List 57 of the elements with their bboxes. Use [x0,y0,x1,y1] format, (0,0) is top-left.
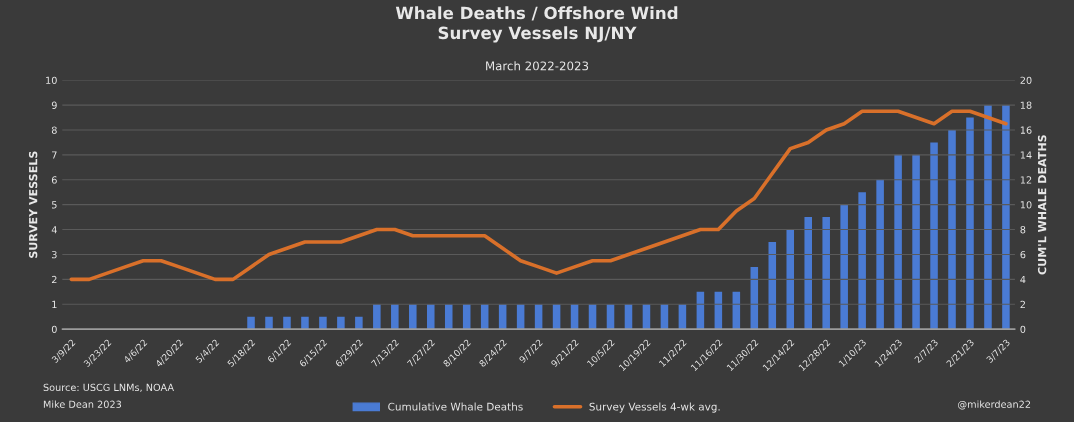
bar [876,179,884,330]
bar [444,304,453,330]
bar [355,316,363,330]
bar [786,229,795,330]
y-axis-title: SURVEY VESSELS [28,151,38,258]
y2-tick-label: 16 [1020,126,1032,134]
y-tick-label: 9 [51,101,57,109]
y-tick-label: 0 [51,325,57,333]
bar [301,316,309,330]
bar [804,217,812,330]
bar [840,204,848,330]
bar [1002,105,1010,330]
y2-tick-label: 4 [1020,275,1026,284]
chart-subtitle: March 2022-2023 [486,61,589,71]
y2-tick-label: 18 [1020,101,1032,109]
bar [265,316,273,330]
source-note: Source: USCG LNMs, NOAA [43,383,174,393]
y-tick-label: 10 [46,76,57,85]
y2-tick-label: 10 [1020,201,1032,209]
bar [858,192,866,330]
bar [373,304,381,330]
bar [337,316,345,330]
y2-tick-label: 14 [1020,151,1032,159]
y-tick-label: 2 [51,275,57,284]
y2-tick-label: 2 [1020,300,1025,308]
y2-tick-label: 6 [1020,250,1026,259]
y2-tick-label: 8 [1020,226,1026,234]
y-tick-label: 1 [52,300,57,308]
y-tick-label: 4 [51,226,57,234]
y-tick-label: 3 [51,250,57,259]
bar [283,316,291,330]
bar [930,142,938,330]
bar [912,154,920,330]
y2-axis-title: CUM'L WHALE DEATHS [1037,135,1047,275]
line-series [69,109,1008,282]
text: Mike Dean 2023 [43,400,122,408]
y-tick-label: 7 [52,151,57,159]
bar [984,105,992,330]
bar [426,304,435,330]
y-tick-label: 5 [52,201,57,209]
legend-label: Cumulative Whale Deaths [388,402,523,411]
bar [894,154,902,330]
y-tick-label: 6 [51,176,57,184]
bar [391,304,399,330]
bar [319,316,327,330]
legend-label: Survey Vessels 4-wk avg. [589,402,720,413]
y-tick-label: 8 [51,126,57,134]
bar [948,129,956,330]
y2-tick-label: 20 [1020,76,1032,85]
y2-tick-label: 12 [1020,176,1032,184]
bar [966,117,974,330]
bar [822,217,830,330]
chart-title: Whale Deaths / Offshore Wind Survey Vessels NJ/NY [395,6,678,43]
bar [409,304,417,330]
y2-tick-label: 0 [1020,325,1026,333]
text: @mikerdean22 [958,400,1031,410]
bar [247,316,255,330]
